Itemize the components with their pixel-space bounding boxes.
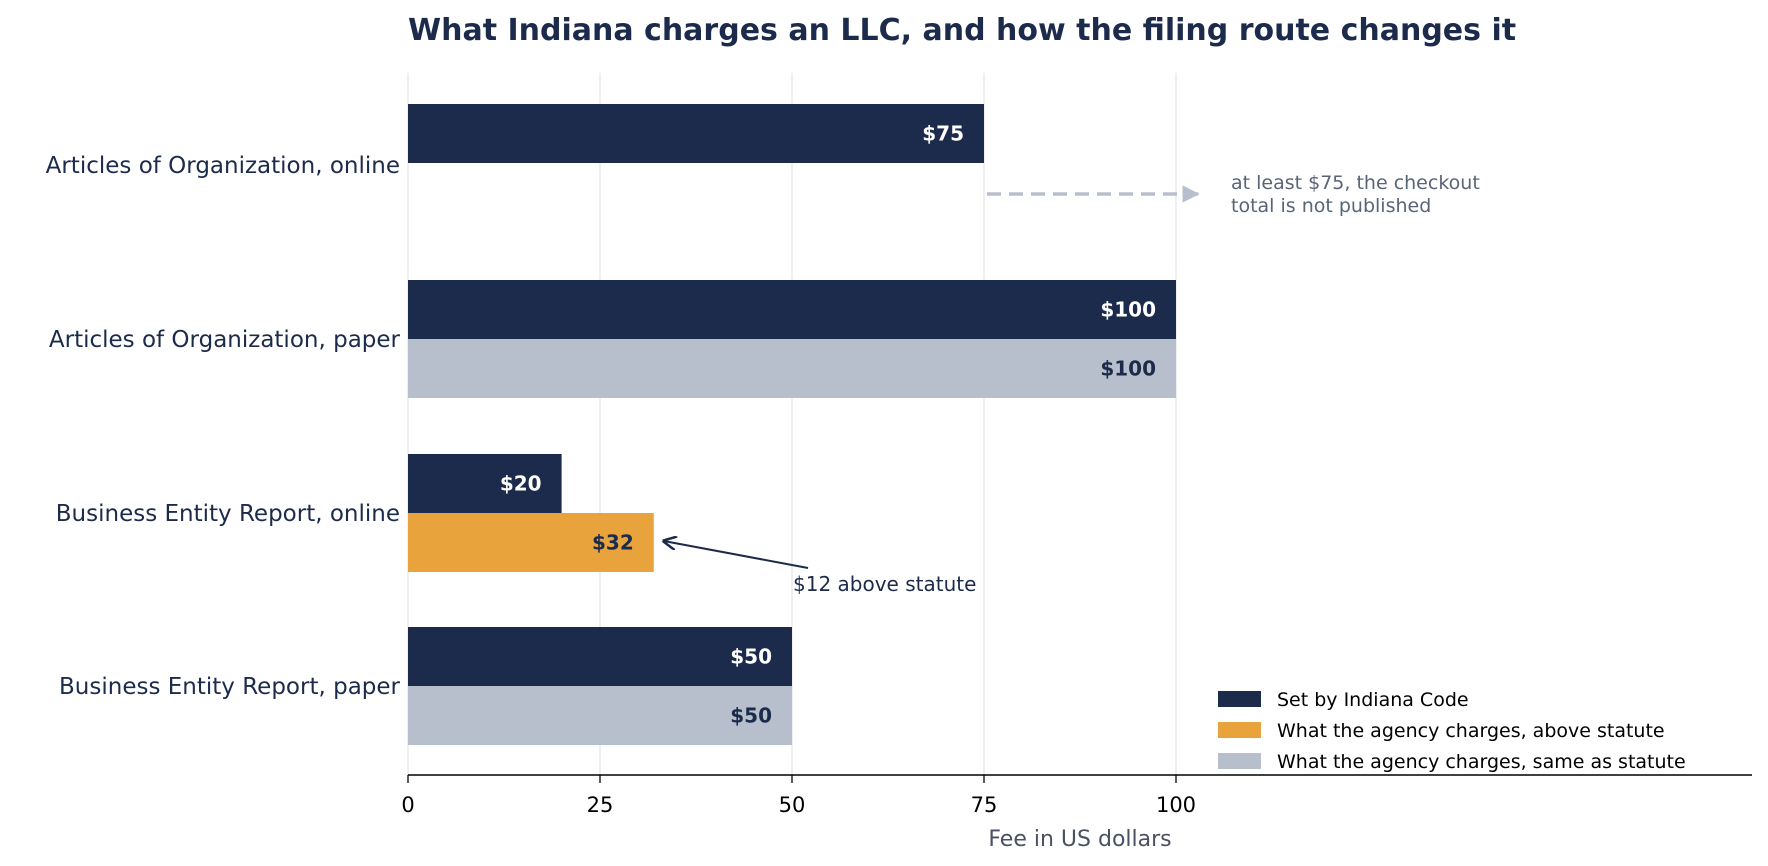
bar-value-label: $20 bbox=[500, 472, 542, 496]
category-label: Business Entity Report, paper bbox=[59, 674, 401, 700]
legend-swatch bbox=[1218, 753, 1261, 769]
bar-value-label: $100 bbox=[1100, 357, 1156, 381]
legend-label: What the agency charges, same as statute bbox=[1277, 751, 1686, 773]
annotation-arrow bbox=[664, 541, 809, 569]
bar-value-label: $50 bbox=[730, 704, 772, 728]
annotation-text: total is not published bbox=[1231, 195, 1431, 217]
chart-title: What Indiana charges an LLC, and how the… bbox=[408, 13, 1516, 48]
x-tick-label: 75 bbox=[971, 793, 998, 817]
x-tick-label: 100 bbox=[1156, 793, 1196, 817]
legend-swatch bbox=[1218, 722, 1261, 738]
bar-statute bbox=[408, 104, 984, 163]
bar-value-label: $75 bbox=[922, 122, 964, 146]
category-label: Articles of Organization, paper bbox=[49, 327, 401, 353]
x-tick-label: 50 bbox=[779, 793, 806, 817]
legend-swatch bbox=[1218, 691, 1261, 707]
legend-label: What the agency charges, above statute bbox=[1277, 720, 1665, 742]
bar-statute bbox=[408, 627, 792, 686]
category-label: Articles of Organization, online bbox=[46, 153, 400, 179]
bar-agency-same bbox=[408, 686, 792, 745]
x-tick-label: 0 bbox=[401, 793, 414, 817]
bar-value-label: $32 bbox=[592, 531, 634, 555]
annotation-text: at least $75, the checkout bbox=[1231, 172, 1480, 194]
bars bbox=[408, 104, 1176, 745]
legend: Set by Indiana Code What the agency charg… bbox=[1218, 689, 1686, 773]
bar-agency-same bbox=[408, 339, 1176, 398]
legend-label: Set by Indiana Code bbox=[1277, 689, 1469, 711]
x-axis: 0 25 50 75 100 bbox=[401, 774, 1752, 817]
bar-value-label: $50 bbox=[730, 645, 772, 669]
annotation-text: $12 above statute bbox=[793, 572, 976, 596]
bar-statute bbox=[408, 280, 1176, 339]
bar-statute bbox=[408, 454, 562, 513]
category-labels: Articles of Organization, online Articles… bbox=[46, 153, 401, 700]
bar-value-labels: $75 $100 $100 $20 $32 $50 $50 bbox=[500, 122, 1156, 728]
category-label: Business Entity Report, online bbox=[56, 501, 400, 527]
bar-value-label: $100 bbox=[1100, 298, 1156, 322]
bar-agency-above bbox=[408, 513, 654, 572]
x-axis-label: Fee in US dollars bbox=[988, 827, 1171, 852]
x-tick-label: 25 bbox=[587, 793, 614, 817]
